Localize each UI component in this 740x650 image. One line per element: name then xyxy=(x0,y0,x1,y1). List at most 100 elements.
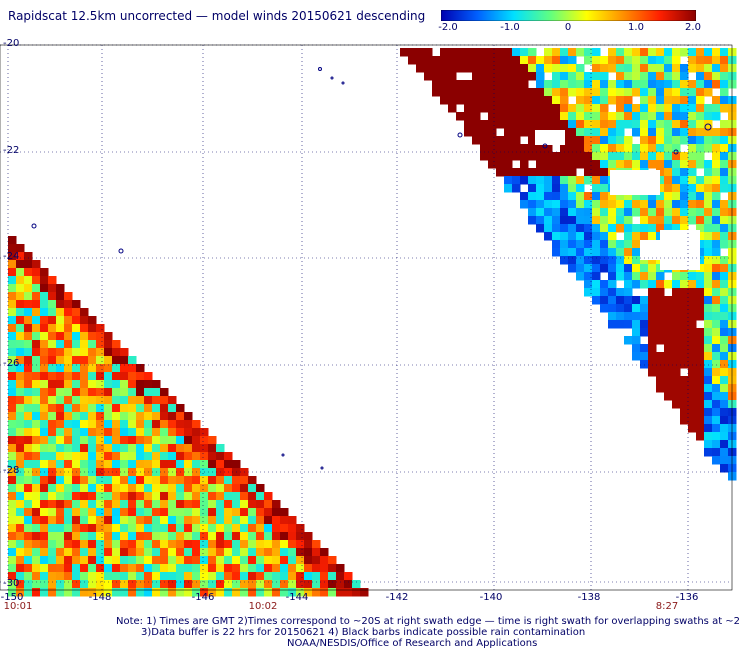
wind-cell xyxy=(696,352,705,361)
wind-cell xyxy=(248,532,257,541)
wind-cell xyxy=(24,284,33,293)
wind-cell xyxy=(128,564,137,573)
wind-cell xyxy=(720,320,729,329)
wind-cell xyxy=(592,248,601,257)
wind-cell xyxy=(664,216,673,225)
wind-cell xyxy=(304,532,313,541)
wind-cell xyxy=(488,160,497,169)
wind-cell xyxy=(624,104,633,113)
wind-cell xyxy=(40,484,49,493)
wind-cell xyxy=(16,492,25,501)
wind-cell xyxy=(256,492,265,501)
wind-cell xyxy=(528,112,537,121)
wind-cell xyxy=(144,412,153,421)
wind-cell xyxy=(568,112,577,121)
wind-cell xyxy=(696,112,705,121)
wind-cell xyxy=(200,564,209,573)
wind-cell xyxy=(440,56,449,65)
wind-cell xyxy=(104,580,113,589)
wind-cell xyxy=(88,420,97,429)
wind-cell xyxy=(512,80,521,89)
wind-cell xyxy=(240,572,249,581)
wind-cell xyxy=(664,128,673,137)
wind-cell xyxy=(592,192,601,201)
wind-cell xyxy=(80,484,89,493)
wind-cell xyxy=(48,548,57,557)
wind-cell xyxy=(472,56,481,65)
wind-cell xyxy=(96,588,105,597)
wind-cell xyxy=(88,532,97,541)
wind-cell xyxy=(72,444,81,453)
wind-cell xyxy=(40,404,49,413)
wind-cell xyxy=(712,240,721,249)
wind-cell xyxy=(40,524,49,533)
wind-cell xyxy=(144,564,153,573)
wind-cell xyxy=(688,320,697,329)
wind-cell xyxy=(488,128,497,137)
wind-cell xyxy=(576,152,585,161)
wind-cell xyxy=(584,216,593,225)
wind-cell xyxy=(256,588,265,597)
wind-cell xyxy=(128,532,137,541)
wind-cell xyxy=(672,336,681,345)
wind-cell xyxy=(160,444,169,453)
wind-cell xyxy=(616,256,625,265)
wind-cell xyxy=(24,508,33,517)
wind-cell xyxy=(616,208,625,217)
wind-cell xyxy=(224,524,233,533)
wind-cell xyxy=(416,48,425,57)
wind-cell xyxy=(24,420,33,429)
wind-cell xyxy=(48,588,57,597)
wind-cell xyxy=(432,64,441,73)
wind-cell xyxy=(656,280,665,289)
wind-cell xyxy=(208,460,217,469)
wind-cell xyxy=(552,232,561,241)
wind-cell xyxy=(152,436,161,445)
wind-cell xyxy=(512,56,521,65)
wind-cell xyxy=(200,508,209,517)
wind-cell xyxy=(72,484,81,493)
wind-cell xyxy=(608,152,617,161)
wind-cell xyxy=(640,264,649,273)
wind-cell xyxy=(568,240,577,249)
wind-cell xyxy=(560,96,569,105)
wind-cell xyxy=(608,56,617,65)
wind-cell xyxy=(216,580,225,589)
wind-cell xyxy=(584,72,593,81)
wind-cell xyxy=(216,556,225,565)
wind-cell xyxy=(128,452,137,461)
wind-cell xyxy=(528,56,537,65)
wind-cell xyxy=(208,556,217,565)
wind-cell xyxy=(552,216,561,225)
wind-cell xyxy=(592,80,601,89)
wind-cell xyxy=(112,500,121,509)
wind-cell xyxy=(640,80,649,89)
wind-cell xyxy=(688,96,697,105)
wind-cell xyxy=(560,104,569,113)
wind-cell xyxy=(584,48,593,57)
wind-cell xyxy=(152,452,161,461)
wind-cell xyxy=(600,232,609,241)
wind-cell xyxy=(592,232,601,241)
wind-cell xyxy=(32,356,41,365)
wind-cell xyxy=(696,264,705,273)
wind-cell xyxy=(560,48,569,57)
wind-cell xyxy=(496,152,505,161)
wind-cell xyxy=(16,284,25,293)
wind-cell xyxy=(96,564,105,573)
wind-cell xyxy=(712,48,721,57)
wind-cell xyxy=(48,492,57,501)
wind-cell xyxy=(576,64,585,73)
wind-cell xyxy=(80,428,89,437)
wind-cell xyxy=(88,412,97,421)
wind-cell xyxy=(136,524,145,533)
wind-cell xyxy=(648,144,657,153)
wind-cell xyxy=(600,304,609,313)
wind-cell xyxy=(144,460,153,469)
wind-cell xyxy=(488,48,497,57)
wind-cell xyxy=(512,152,521,161)
wind-cell xyxy=(344,572,353,581)
wind-cell xyxy=(16,564,25,573)
wind-cell xyxy=(80,540,89,549)
wind-cell xyxy=(120,380,129,389)
